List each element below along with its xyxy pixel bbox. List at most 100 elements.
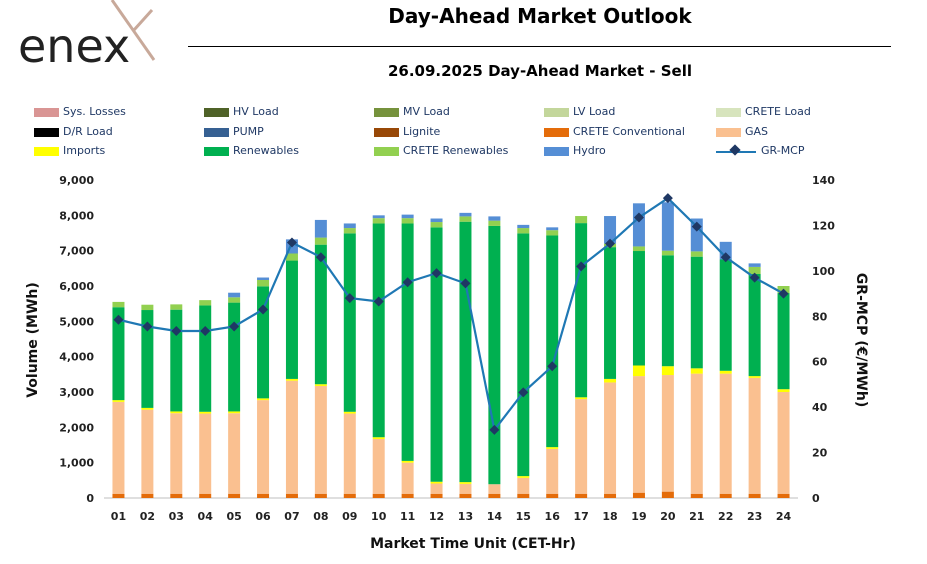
y2-tick-label: 0 <box>812 492 820 505</box>
bar-imports-18 <box>604 378 617 383</box>
bar-renewables-14 <box>488 225 501 485</box>
legend-swatch <box>34 127 59 137</box>
gr-mcp-point-14 <box>489 424 500 435</box>
bar-crete-conventional-01 <box>112 493 125 498</box>
x-tick-label: 19 <box>631 510 646 523</box>
bar-crete-conventional-15 <box>517 493 530 498</box>
bar-crete-renewables-09 <box>343 228 356 234</box>
x-tick-label: 15 <box>516 510 531 523</box>
bar-crete-renewables-03 <box>170 304 183 310</box>
bar-hydro-12 <box>430 218 443 223</box>
bar-hydro-09 <box>343 223 356 229</box>
bar-crete-conventional-13 <box>459 493 472 498</box>
bar-renewables-04 <box>199 305 212 412</box>
bar-crete-renewables-20 <box>661 250 674 256</box>
bar-imports-13 <box>459 482 472 484</box>
y-tick-label: 8,000 <box>59 209 94 222</box>
bar-crete-conventional-08 <box>314 493 327 498</box>
bar-crete-conventional-21 <box>690 493 703 498</box>
x-axis-title: Market Time Unit (CET-Hr) <box>370 536 576 552</box>
x-tick-label: 07 <box>284 510 299 523</box>
bar-crete-conventional-09 <box>343 493 356 498</box>
x-tick-label: 08 <box>313 510 328 523</box>
bar-renewables-18 <box>604 247 617 379</box>
bar-imports-06 <box>257 398 270 401</box>
bar-imports-17 <box>575 397 588 400</box>
gr-mcp-point-01 <box>113 314 124 325</box>
bar-renewables-01 <box>112 307 125 401</box>
legend-label: Hydro <box>573 144 606 157</box>
y2-tick-label: 80 <box>812 310 828 323</box>
bar-crete-renewables-05 <box>228 297 241 303</box>
bar-crete-renewables-14 <box>488 220 501 226</box>
bar-crete-renewables-12 <box>430 222 443 228</box>
bar-hydro-19 <box>632 203 645 247</box>
bar-crete-conventional-11 <box>401 493 414 498</box>
bar-hydro-20 <box>661 202 674 251</box>
bar-imports-11 <box>401 460 414 463</box>
logo-text: enex <box>18 19 130 70</box>
bar-crete-renewables-15 <box>517 228 530 234</box>
bar-crete-conventional-14 <box>488 493 501 498</box>
x-tick-label: 06 <box>255 510 271 523</box>
bar-crete-conventional-12 <box>430 493 443 498</box>
y2-tick-label: 120 <box>812 219 835 232</box>
bar-imports-08 <box>314 384 327 386</box>
gr-mcp-point-05 <box>229 321 240 332</box>
bar-renewables-22 <box>719 259 732 371</box>
bar-renewables-24 <box>777 293 790 390</box>
bar-hydro-14 <box>488 216 501 221</box>
y2-tick-label: 40 <box>812 401 828 414</box>
legend-swatch <box>204 127 229 137</box>
gr-mcp-point-16 <box>547 361 558 372</box>
bar-imports-04 <box>199 411 212 414</box>
x-tick-label: 02 <box>140 510 155 523</box>
bar-gas-07 <box>285 380 298 494</box>
bar-renewables-17 <box>575 223 588 398</box>
gr-mcp-point-20 <box>662 193 673 204</box>
bar-hydro-06 <box>257 277 270 280</box>
bar-renewables-03 <box>170 309 183 412</box>
y-tick-label: 6,000 <box>59 280 94 293</box>
legend-label: Imports <box>63 144 106 157</box>
bar-imports-02 <box>141 407 154 410</box>
x-tick-label: 12 <box>429 510 444 523</box>
gr-mcp-point-22 <box>720 252 731 263</box>
legend-swatch <box>544 127 569 137</box>
y-tick-label: 0 <box>86 492 94 505</box>
gr-mcp-line <box>118 196 785 433</box>
bar-crete-renewables-11 <box>401 218 414 224</box>
bar-imports-15 <box>517 476 530 478</box>
y2-tick-label: 140 <box>812 174 835 187</box>
gr-mcp-point-12 <box>431 268 442 279</box>
bar-renewables-05 <box>228 302 241 412</box>
y-tick-label: 2,000 <box>59 421 94 434</box>
bar-imports-24 <box>777 389 790 392</box>
page-subtitle: 26.09.2025 Day-Ahead Market - Sell <box>387 62 693 80</box>
bar-gas-03 <box>170 413 183 494</box>
bar-crete-renewables-21 <box>690 251 703 257</box>
bar-renewables-10 <box>372 223 385 438</box>
bar-renewables-16 <box>546 235 559 448</box>
gr-mcp-line-series <box>113 193 789 435</box>
legend-label: CRETE Conventional <box>573 124 685 138</box>
bar-imports-23 <box>748 376 761 378</box>
bar-renewables-19 <box>632 251 645 366</box>
y2-tick-label: 20 <box>812 447 828 460</box>
gr-mcp-point-09 <box>344 293 355 304</box>
bar-crete-renewables-17 <box>575 216 588 224</box>
bar-hydro-05 <box>228 292 241 298</box>
legend-swatch <box>544 108 569 117</box>
legend-swatch <box>374 147 399 156</box>
y-tick-label: 4,000 <box>59 351 94 364</box>
x-tick-label: 01 <box>111 510 126 523</box>
gr-mcp-point-17 <box>576 261 587 272</box>
x-tick-label: 14 <box>487 510 503 523</box>
bar-imports-22 <box>719 370 732 374</box>
gr-mcp-point-24 <box>778 288 789 299</box>
x-tick-label: 22 <box>718 510 733 523</box>
bar-gas-08 <box>314 385 327 494</box>
bar-imports-09 <box>343 411 356 414</box>
x-tick-label: 20 <box>660 510 676 523</box>
